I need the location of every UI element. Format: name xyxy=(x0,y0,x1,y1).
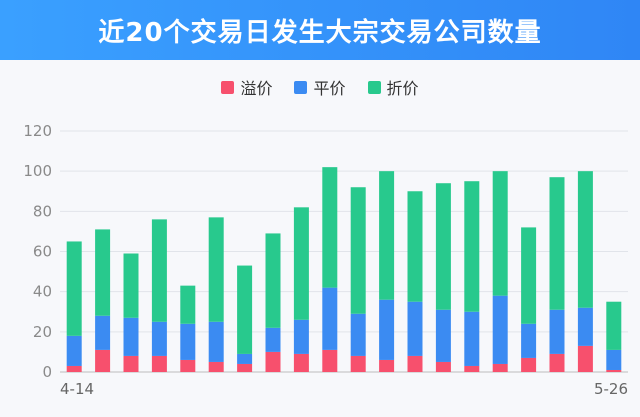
legend-label-premium: 溢价 xyxy=(240,79,273,98)
bar-segment-flat[interactable] xyxy=(606,349,622,370)
bar-segment-flat[interactable] xyxy=(237,353,253,364)
bar-segment-discount[interactable] xyxy=(265,233,281,328)
bar-segment-premium[interactable] xyxy=(521,357,537,372)
bar-segment-premium[interactable] xyxy=(407,355,423,372)
bar-segment-premium[interactable] xyxy=(549,353,565,372)
y-tick-label: 20 xyxy=(33,323,52,341)
bar-segment-premium[interactable] xyxy=(606,369,622,372)
bar-segment-premium[interactable] xyxy=(577,345,593,372)
bar-segment-flat[interactable] xyxy=(265,327,281,352)
bar-segment-discount[interactable] xyxy=(549,177,565,310)
y-tick-label: 120 xyxy=(23,122,52,140)
chart-header: 近20个交易日发生大宗交易公司数量 xyxy=(0,0,640,60)
y-tick-label: 0 xyxy=(42,363,52,381)
bar-segment-discount[interactable] xyxy=(322,167,338,288)
bars-layer xyxy=(66,167,622,372)
x-tick-label: 4-14 xyxy=(60,380,94,398)
bar-segment-discount[interactable] xyxy=(606,301,622,350)
legend-swatch-premium xyxy=(221,80,235,94)
y-tick-label: 40 xyxy=(33,283,52,301)
bar-segment-discount[interactable] xyxy=(293,207,309,320)
bar-segment-discount[interactable] xyxy=(95,229,111,316)
y-tick-label: 60 xyxy=(33,243,52,261)
bar-segment-flat[interactable] xyxy=(95,315,111,350)
bar-segment-premium[interactable] xyxy=(208,361,224,372)
bar-segment-premium[interactable] xyxy=(151,355,167,372)
bar-segment-flat[interactable] xyxy=(435,309,451,362)
legend-item-discount[interactable]: 折价 xyxy=(367,76,419,98)
bar-segment-flat[interactable] xyxy=(577,307,593,346)
bar-segment-discount[interactable] xyxy=(151,219,167,322)
bar-segment-premium[interactable] xyxy=(435,361,451,372)
x-tick-label: 5-26 xyxy=(594,380,628,398)
legend-label-flat: 平价 xyxy=(313,79,346,98)
x-axis-labels: 4-14 5-26 xyxy=(60,380,628,398)
legend-swatch-flat xyxy=(294,80,308,94)
bar-segment-discount[interactable] xyxy=(208,217,224,322)
bar-segment-discount[interactable] xyxy=(521,227,537,324)
bar-segment-premium[interactable] xyxy=(95,349,111,372)
bar-segment-discount[interactable] xyxy=(435,183,451,310)
bar-segment-premium[interactable] xyxy=(379,359,395,372)
bar-segment-premium[interactable] xyxy=(265,351,281,372)
bar-segment-flat[interactable] xyxy=(379,299,395,360)
bar-segment-premium[interactable] xyxy=(322,349,338,372)
bar-segment-discount[interactable] xyxy=(577,171,593,308)
bar-segment-premium[interactable] xyxy=(350,355,366,372)
bar-segment-premium[interactable] xyxy=(237,363,253,372)
y-axis-ticks: 0 20 40 60 80 100 120 xyxy=(23,122,52,381)
bar-segment-flat[interactable] xyxy=(322,287,338,350)
bar-segment-premium[interactable] xyxy=(492,363,508,372)
legend-item-premium[interactable]: 溢价 xyxy=(221,76,272,98)
bar-segment-flat[interactable] xyxy=(350,313,366,356)
bar-segment-flat[interactable] xyxy=(521,323,537,358)
bar-segment-discount[interactable] xyxy=(350,187,366,314)
legend-label-discount: 折价 xyxy=(386,79,419,98)
bar-segment-flat[interactable] xyxy=(180,323,196,360)
bar-segment-discount[interactable] xyxy=(407,191,423,302)
y-tick-label: 100 xyxy=(23,162,52,180)
bar-segment-flat[interactable] xyxy=(66,335,82,366)
bar-segment-premium[interactable] xyxy=(293,353,309,372)
bar-segment-discount[interactable] xyxy=(123,253,139,318)
bar-segment-discount[interactable] xyxy=(66,241,82,336)
bar-segment-flat[interactable] xyxy=(549,309,565,354)
chart-legend: 溢价 平价 折价 xyxy=(0,76,640,98)
bar-segment-discount[interactable] xyxy=(237,265,253,354)
y-tick-label: 80 xyxy=(33,202,52,220)
chart-title: 近20个交易日发生大宗交易公司数量 xyxy=(98,17,542,48)
legend-swatch-discount xyxy=(367,80,381,94)
bar-segment-discount[interactable] xyxy=(492,171,508,296)
bar-segment-flat[interactable] xyxy=(293,319,309,354)
grid-layer xyxy=(60,130,628,373)
bar-segment-discount[interactable] xyxy=(180,285,196,324)
bar-segment-premium[interactable] xyxy=(180,359,196,372)
bar-segment-premium[interactable] xyxy=(66,365,82,372)
bar-segment-discount[interactable] xyxy=(464,181,480,312)
bar-segment-flat[interactable] xyxy=(123,317,139,356)
bar-segment-flat[interactable] xyxy=(464,311,480,366)
bar-segment-flat[interactable] xyxy=(407,301,423,356)
bar-segment-premium[interactable] xyxy=(464,365,480,372)
bar-segment-flat[interactable] xyxy=(492,295,508,364)
bar-segment-premium[interactable] xyxy=(123,355,139,372)
bar-segment-flat[interactable] xyxy=(208,321,224,362)
bar-segment-discount[interactable] xyxy=(379,171,395,300)
bar-segment-flat[interactable] xyxy=(151,321,167,356)
legend-item-flat[interactable]: 平价 xyxy=(294,76,346,98)
